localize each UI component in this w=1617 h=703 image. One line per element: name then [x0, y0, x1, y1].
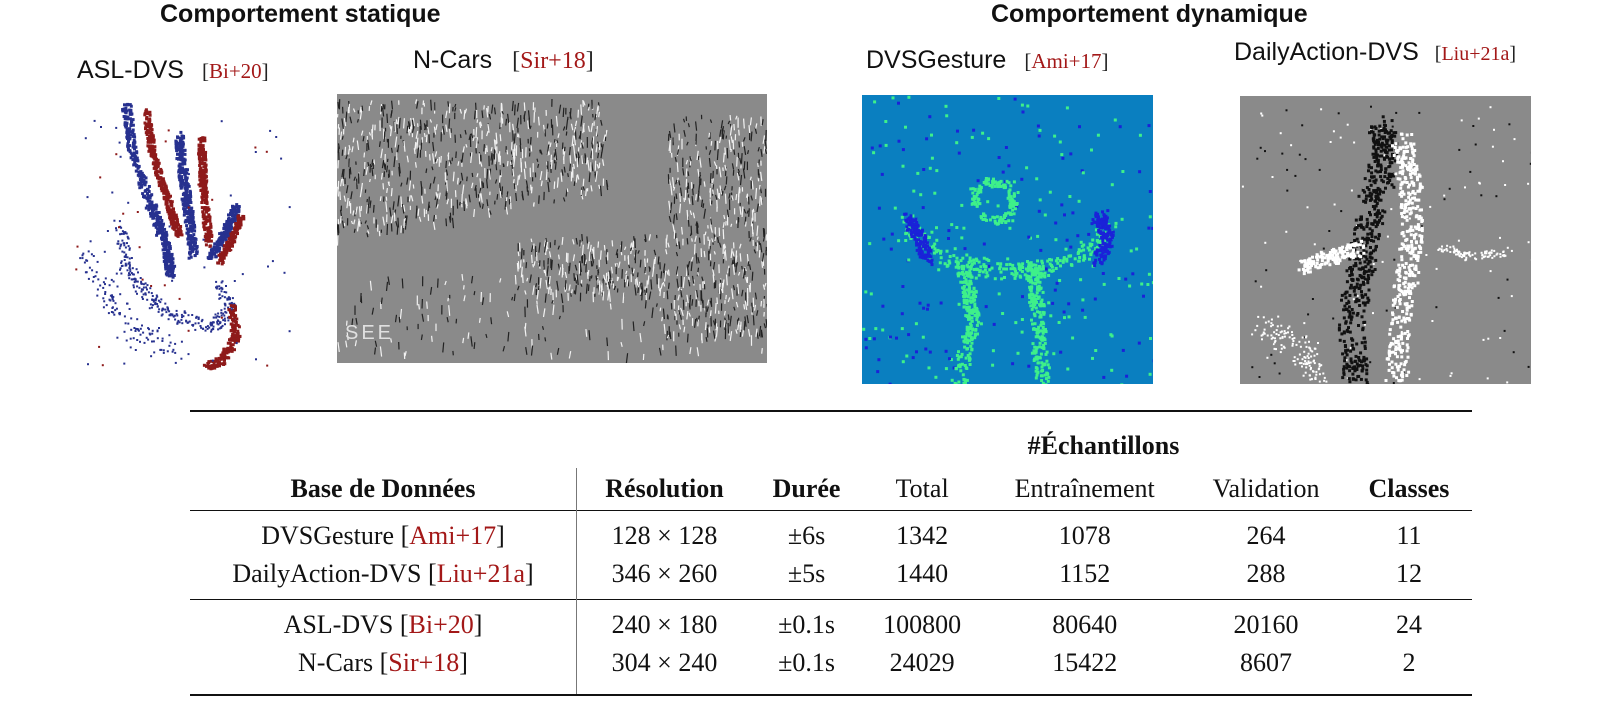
total-cell: 1342 [896, 521, 949, 550]
citation-link[interactable]: Liu+21a [436, 559, 525, 588]
header-dataset: Base de Données [190, 468, 577, 511]
citation-link[interactable]: Sir+18 [388, 648, 460, 677]
total-cell: 100800 [883, 610, 962, 639]
duration-cell: ±5s [787, 559, 826, 588]
train-cell: 1078 [1058, 521, 1111, 550]
header-validation: Validation [1212, 474, 1320, 503]
table-row: N-Cars [Sir+18] 304 × 240 ±0.1s 24029 15… [190, 644, 1472, 695]
dataset-cell: DailyAction-DVS [Liu+21a] [190, 555, 577, 600]
table-row: DVSGesture [Ami+17] 128 × 128 ±6s 1342 1… [190, 510, 1472, 555]
header-resolution: Résolution [605, 474, 724, 503]
total-cell: 1440 [896, 559, 949, 588]
resolution-cell: 304 × 240 [611, 648, 718, 677]
header-classes: Classes [1368, 474, 1450, 503]
asl-dvs-name: ASL-DVS [77, 56, 184, 84]
citation-link[interactable]: Ami+17 [409, 521, 497, 550]
validation-cell: 20160 [1233, 610, 1299, 639]
table-row: ASL-DVS [Bi+20] 240 × 180 ±0.1s 100800 8… [190, 599, 1472, 644]
dailyaction-name: DailyAction-DVS [1234, 38, 1419, 66]
dailyaction-label: DailyAction-DVS [Liu+21a] [1234, 38, 1517, 66]
validation-cell: 264 [1246, 521, 1286, 550]
header-total: Total [895, 474, 949, 503]
dailyaction-image [1240, 96, 1531, 384]
dataset-table: #Échantillons Base de Données Résolution… [190, 410, 1472, 696]
table-group-header-row: #Échantillons [190, 411, 1472, 468]
table-row: DailyAction-DVS [Liu+21a] 346 × 260 ±5s … [190, 555, 1472, 600]
dataset-cell: DVSGesture [Ami+17] [190, 510, 577, 555]
duration-cell: ±0.1s [778, 610, 835, 639]
ncars-citation[interactable]: Sir+18 [520, 48, 586, 74]
dvsgesture-name: DVSGesture [866, 46, 1007, 74]
dataset-cell: ASL-DVS [Bi+20] [190, 599, 577, 644]
classes-cell: 12 [1395, 559, 1422, 588]
ncars-street-image: SEE [337, 94, 767, 363]
asl-dvs-citation[interactable]: Bi+20 [208, 59, 262, 83]
total-cell: 24029 [889, 648, 955, 677]
validation-cell: 8607 [1240, 648, 1293, 677]
ncars-label: N-Cars [Sir+18] [413, 46, 594, 74]
dataset-cell: N-Cars [Sir+18] [190, 644, 577, 695]
duration-cell: ±0.1s [778, 648, 835, 677]
train-cell: 80640 [1052, 610, 1118, 639]
dvsgesture-image [862, 95, 1153, 384]
classes-cell: 2 [1402, 648, 1416, 677]
resolution-cell: 240 × 180 [611, 610, 718, 639]
asl-dvs-label: ASL-DVS [Bi+20] [77, 56, 269, 84]
header-duration: Durée [772, 474, 841, 503]
static-section-title: Comportement statique [160, 0, 441, 28]
table-header-row: Base de Données Résolution Durée Total E… [190, 468, 1472, 511]
duration-cell: ±6s [787, 521, 826, 550]
resolution-cell: 128 × 128 [611, 521, 718, 550]
dailyaction-citation[interactable]: Liu+21a [1441, 43, 1510, 65]
dvsgesture-label: DVSGesture [Ami+17] [866, 46, 1109, 74]
classes-cell: 24 [1395, 610, 1422, 639]
classes-cell: 11 [1396, 521, 1422, 550]
asl-dvs-hand-image [75, 102, 291, 371]
validation-cell: 288 [1246, 559, 1286, 588]
train-cell: 15422 [1052, 648, 1118, 677]
citation-link[interactable]: Bi+20 [408, 610, 474, 639]
header-train: Entraînement [1014, 474, 1155, 503]
ncars-overlay-text: SEE [345, 322, 395, 344]
dvsgesture-citation[interactable]: Ami+17 [1031, 49, 1102, 73]
dynamic-section-title: Comportement dynamique [991, 0, 1308, 28]
samples-group-header: #Échantillons [1027, 431, 1180, 460]
ncars-name: N-Cars [413, 46, 493, 74]
train-cell: 1152 [1059, 559, 1111, 588]
resolution-cell: 346 × 260 [611, 559, 718, 588]
